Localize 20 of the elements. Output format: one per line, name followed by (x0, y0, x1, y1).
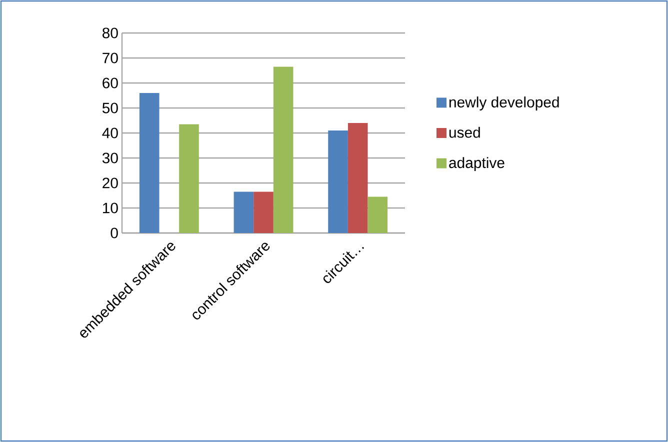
bar (234, 192, 254, 233)
y-tick-label: 40 (102, 128, 118, 138)
legend-label: used (449, 126, 480, 138)
y-tick-label: 30 (102, 152, 118, 164)
y-tick-label: 20 (102, 178, 118, 188)
legend-label: adaptive (449, 157, 504, 172)
bar (139, 92, 160, 233)
legend-label: newly developed (449, 96, 559, 110)
y-tick-label: 60 (102, 78, 118, 88)
bar (348, 122, 368, 233)
y-tick-label: 50 (102, 102, 118, 114)
y-tick-label: 70 (102, 52, 118, 64)
bar (328, 130, 348, 233)
y-tick-label: 10 (103, 202, 118, 214)
bar (254, 192, 274, 233)
bar (273, 66, 294, 233)
y-tick-label: 80 (102, 28, 118, 38)
bar (179, 124, 199, 233)
y-tick-label: 0 (110, 228, 118, 238)
bar (368, 196, 388, 233)
